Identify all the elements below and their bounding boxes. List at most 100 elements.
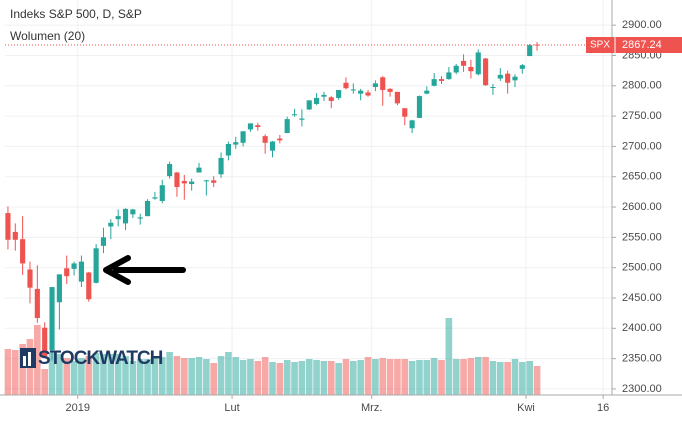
volume-bar bbox=[188, 358, 195, 395]
x-tick-label: Kwi bbox=[517, 402, 535, 414]
y-tick-label: 2450.00 bbox=[622, 292, 662, 304]
grid bbox=[5, 0, 612, 395]
volume-pane bbox=[4, 318, 541, 395]
candle-body bbox=[152, 197, 158, 199]
candle-body bbox=[56, 274, 62, 303]
volume-bar bbox=[122, 356, 129, 395]
volume-bar bbox=[158, 357, 166, 395]
last-price-box bbox=[586, 37, 682, 54]
volume-bar bbox=[34, 325, 41, 395]
volume-bar bbox=[298, 361, 306, 395]
volume-bar bbox=[151, 356, 159, 395]
volume-bar bbox=[482, 357, 489, 395]
candle-body bbox=[519, 65, 525, 69]
candle-body bbox=[453, 65, 459, 73]
volume-bar bbox=[445, 318, 453, 395]
candle-body bbox=[86, 272, 92, 300]
volume-bar bbox=[526, 361, 534, 395]
symbol-label: SPX bbox=[590, 40, 610, 51]
candle-body bbox=[505, 73, 511, 83]
candle-body bbox=[343, 82, 349, 89]
volume-bar bbox=[195, 357, 203, 395]
candle-body bbox=[100, 237, 107, 246]
volume-bar bbox=[41, 369, 48, 395]
volume-bar bbox=[401, 359, 409, 395]
volume-bar bbox=[136, 359, 144, 395]
volume-bar bbox=[416, 360, 423, 395]
volume-bar bbox=[423, 360, 431, 395]
y-tick-label: 2300.00 bbox=[622, 383, 662, 395]
volume-bar bbox=[232, 357, 240, 395]
candle-body bbox=[262, 136, 268, 143]
candle-body bbox=[350, 89, 356, 91]
volume-bar bbox=[291, 362, 298, 395]
volume-bar bbox=[181, 358, 188, 395]
candle-body bbox=[468, 66, 474, 72]
candle-body bbox=[291, 114, 298, 116]
candle-body bbox=[365, 92, 371, 96]
candle-body bbox=[306, 100, 312, 110]
y-tick-label: 2600.00 bbox=[622, 201, 662, 213]
candle-body bbox=[64, 268, 70, 277]
y-tick-label: 2650.00 bbox=[622, 171, 662, 183]
arrow-head bbox=[103, 255, 131, 285]
candle-body bbox=[5, 213, 11, 240]
candle-body bbox=[284, 119, 290, 134]
y-tick-label: 2550.00 bbox=[622, 231, 662, 243]
volume-bar bbox=[100, 354, 107, 395]
volume-bar bbox=[276, 363, 284, 395]
candle-body bbox=[299, 118, 305, 120]
watermark-icon-bar bbox=[23, 356, 26, 366]
x-tick-label: 2019 bbox=[66, 402, 90, 414]
volume-bar bbox=[511, 359, 519, 395]
candle-body bbox=[247, 123, 254, 130]
candle-body bbox=[27, 269, 33, 288]
volume-bar bbox=[107, 354, 115, 395]
candle-body bbox=[321, 94, 327, 97]
candle-body bbox=[78, 261, 84, 282]
y-tick-label: 2500.00 bbox=[622, 262, 662, 274]
volume-bar bbox=[70, 361, 78, 395]
volume-bar bbox=[379, 358, 387, 395]
y-tick-label: 2750.00 bbox=[622, 110, 662, 122]
x-tick-label: Mrz. bbox=[361, 402, 382, 414]
volume-bar bbox=[364, 357, 372, 395]
candle-body bbox=[336, 90, 342, 98]
volume-bar bbox=[327, 361, 335, 395]
candle-body bbox=[122, 208, 129, 224]
x-tick-label: 16 bbox=[597, 402, 609, 414]
volume-bar bbox=[261, 357, 269, 395]
volume-bar bbox=[56, 354, 63, 395]
last-price-label: 2867.24 bbox=[622, 39, 662, 51]
candle-body bbox=[225, 143, 231, 156]
candle-body bbox=[512, 76, 518, 81]
candle-body bbox=[159, 185, 165, 201]
candle-body bbox=[240, 131, 246, 143]
volume-bar bbox=[85, 356, 93, 395]
candle-body bbox=[483, 58, 489, 86]
candle-body bbox=[328, 97, 334, 101]
volume-bar bbox=[438, 360, 445, 395]
watermark: STOCKWATCH bbox=[20, 348, 164, 369]
candle-body bbox=[203, 180, 209, 182]
volume-bar bbox=[408, 361, 416, 395]
volume-bar bbox=[496, 362, 504, 395]
volume-bar bbox=[166, 352, 173, 395]
volume-bar bbox=[335, 363, 342, 395]
candle-body bbox=[431, 79, 437, 86]
candle-body bbox=[189, 181, 195, 185]
candle-body bbox=[174, 172, 180, 188]
volume-bar bbox=[305, 359, 313, 395]
volume-label: Wolumen (20) bbox=[10, 29, 85, 43]
volume-bar bbox=[203, 359, 210, 395]
volume-bar bbox=[467, 358, 475, 395]
candle-body bbox=[372, 83, 378, 87]
volume-bar bbox=[283, 360, 291, 395]
candle-body bbox=[93, 248, 99, 283]
candle-body bbox=[144, 200, 151, 217]
candle-body bbox=[394, 91, 400, 104]
candle-body bbox=[424, 90, 430, 94]
volume-bar bbox=[173, 356, 181, 395]
volume-bar bbox=[320, 361, 328, 395]
